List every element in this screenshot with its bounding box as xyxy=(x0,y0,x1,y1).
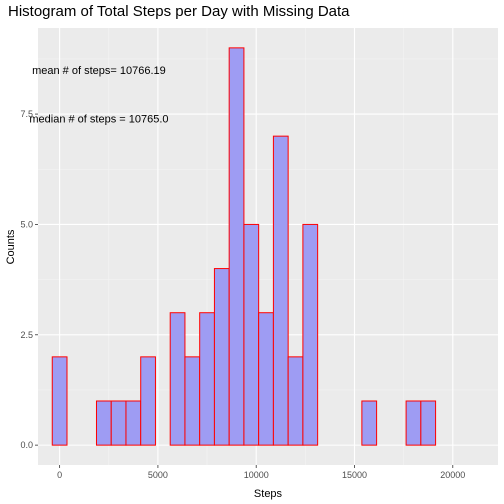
histogram-bar xyxy=(420,400,437,446)
annotations: mean # of steps= 10766.19 median # of ste… xyxy=(29,65,168,126)
x-tick-label: 0 xyxy=(57,470,62,480)
y-axis-title: Counts xyxy=(5,229,17,264)
histogram-bar xyxy=(361,400,378,446)
histogram-bar xyxy=(258,312,274,446)
histogram-bar xyxy=(272,135,289,446)
histogram-bar xyxy=(199,312,215,446)
histogram-bar xyxy=(287,356,304,446)
histogram-bar xyxy=(110,400,127,446)
x-tick-label: 10000 xyxy=(244,470,269,480)
x-axis-title: Steps xyxy=(254,488,283,500)
chart-title: Histogram of Total Steps per Day with Mi… xyxy=(8,3,350,20)
histogram-bar xyxy=(405,400,422,446)
x-tick-label: 20000 xyxy=(440,470,465,480)
y-tick-label: 5.0 xyxy=(20,219,33,229)
histogram-bar xyxy=(95,400,112,446)
y-tick-label: 2.5 xyxy=(20,330,33,340)
annotation-text: median # of steps = 10765.0 xyxy=(29,113,168,125)
histogram-bar xyxy=(184,356,201,446)
x-tick-label: 15000 xyxy=(342,470,367,480)
histogram-bar xyxy=(243,223,260,446)
histogram-bar xyxy=(213,268,230,446)
x-axis: 0 5000 10000 15000 20000 xyxy=(57,465,465,480)
histogram-bar xyxy=(125,400,142,446)
histogram-bar xyxy=(140,356,156,446)
annotation-text: mean # of steps= 10766.19 xyxy=(32,65,166,77)
x-tick-label: 5000 xyxy=(148,470,168,480)
histogram-bar xyxy=(169,312,186,446)
histogram-bar xyxy=(51,356,68,446)
histogram-bar xyxy=(228,47,245,446)
y-tick-label: 0.0 xyxy=(20,440,33,450)
y-tick-label: 7.5 xyxy=(20,109,33,119)
y-axis: 0.0 2.5 5.0 7.5 xyxy=(20,109,38,450)
histogram-bar xyxy=(302,223,319,446)
histogram-bars xyxy=(51,47,437,446)
